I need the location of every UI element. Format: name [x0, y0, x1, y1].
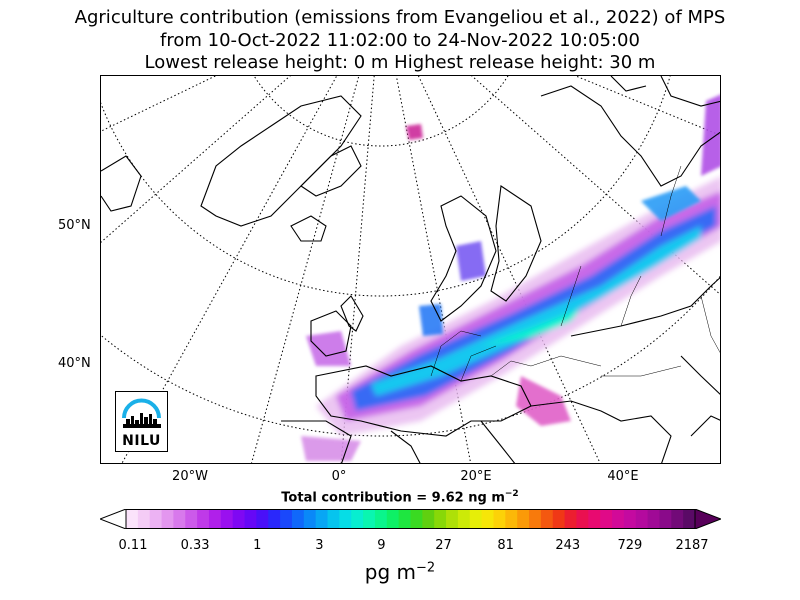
concentration-plume — [301, 94, 720, 461]
colorbar-tick-label: 0.11 — [118, 538, 148, 553]
colorbar-tick-label: 81 — [497, 538, 514, 553]
colorbar-bin — [635, 509, 649, 529]
colorbar-bin — [457, 509, 471, 529]
colorbar-bin — [208, 509, 222, 529]
colorbar-under-extension — [100, 509, 127, 529]
colorbar-bin — [374, 509, 388, 529]
colorbar-bin — [327, 509, 340, 529]
colorbar-tick-label: 729 — [617, 538, 643, 553]
plot-date-range: from 10-Oct-2022 11:02:00 to 24-Nov-2022… — [160, 30, 640, 51]
meridian-line — [574, 76, 720, 136]
colorbar-unit: pg m−2 — [0, 560, 800, 584]
total-contribution-text: Total contribution = 9.62 ng m — [281, 490, 505, 506]
colorbar-bin — [398, 509, 411, 529]
colorbar-tick-label: 2187 — [675, 538, 709, 553]
colorbar-bin — [137, 509, 151, 529]
colorbar-bin — [149, 509, 163, 529]
parallel-line — [253, 76, 509, 147]
lat-label-50n: 50°N — [58, 218, 91, 233]
emission-map — [100, 75, 721, 464]
colorbar-bin — [220, 509, 234, 529]
colorbar-bin — [683, 509, 696, 529]
meridian-line — [101, 76, 291, 243]
colorbar-bin — [446, 509, 459, 529]
colorbar-bin — [469, 509, 483, 529]
colorbar-bin — [291, 509, 305, 529]
colorbar-bin — [126, 509, 139, 529]
colorbar-bin — [434, 509, 447, 529]
colorbar-bin — [529, 509, 542, 529]
colorbar-bin — [505, 509, 518, 529]
colorbar-tick-label: 9 — [377, 538, 386, 553]
lon-label-20e: 20°E — [460, 469, 492, 484]
colorbar-bin — [422, 509, 435, 529]
colorbar-outline — [125, 509, 696, 529]
colorbar-bin — [410, 509, 423, 529]
colorbar-bin — [386, 509, 400, 529]
colorbar-bin — [493, 509, 506, 529]
colorbar-bin — [623, 509, 637, 529]
total-contribution: Total contribution = 9.62 ng m−2 — [0, 489, 800, 505]
nilu-logo-mark — [122, 398, 161, 428]
colorbar-bin — [339, 509, 352, 529]
meridian-line — [101, 76, 217, 132]
colorbar-bin — [363, 509, 376, 529]
map-canvas — [101, 76, 720, 463]
colorbar-tick-label: 0.33 — [180, 538, 210, 553]
colorbar-bin — [552, 509, 566, 529]
colorbar — [100, 509, 721, 529]
meridian-line — [121, 76, 338, 463]
colorbar-bin — [268, 509, 281, 529]
country-borders — [430, 165, 720, 382]
colorbar-bin — [564, 509, 577, 529]
lon-label-20w: 20°W — [172, 469, 208, 484]
colorbar-bin — [303, 509, 317, 529]
colorbar-unit-text: pg m — [364, 560, 417, 584]
colorbar-bin — [173, 509, 186, 529]
colorbar-bin — [161, 509, 174, 529]
nilu-logo: NILU — [115, 391, 168, 452]
colorbar-tick-label: 27 — [435, 538, 452, 553]
plot-title: Agriculture contribution (emissions from… — [74, 7, 726, 28]
plot-release-heights: Lowest release height: 0 m Highest relea… — [144, 52, 656, 73]
colorbar-bin — [588, 509, 601, 529]
colorbar-bin — [197, 509, 210, 529]
colorbar-bin — [185, 509, 198, 529]
colorbar-tick-label: 3 — [315, 538, 324, 553]
colorbar-bin — [576, 509, 589, 529]
colorbar-bin — [315, 509, 329, 529]
colorbar-over-extension — [694, 509, 721, 529]
lon-label-0: 0° — [331, 469, 347, 484]
colorbar-tick-label: 243 — [555, 538, 581, 553]
colorbar-unit-exponent: −2 — [416, 560, 436, 576]
colorbar-bin — [280, 509, 293, 529]
colorbar-bin — [232, 509, 246, 529]
colorbar-bin — [351, 509, 364, 529]
colorbar-bin — [244, 509, 257, 529]
colorbar-bin — [671, 509, 684, 529]
colorbar-bin — [256, 509, 269, 529]
colorbar-tick-label: 1 — [253, 538, 262, 553]
colorbar-bin — [600, 509, 613, 529]
colorbar-bin — [481, 509, 494, 529]
coastlines — [101, 76, 720, 463]
total-contribution-exponent: −2 — [504, 489, 519, 499]
colorbar-bin — [540, 509, 554, 529]
colorbar-bin — [659, 509, 672, 529]
colorbar-bin — [517, 509, 530, 529]
colorbar-bin — [647, 509, 660, 529]
nilu-logo-text: NILU — [122, 433, 161, 449]
lon-label-40e: 40°E — [607, 469, 639, 484]
colorbar-bin — [612, 509, 625, 529]
lat-label-40n: 40°N — [58, 356, 91, 371]
